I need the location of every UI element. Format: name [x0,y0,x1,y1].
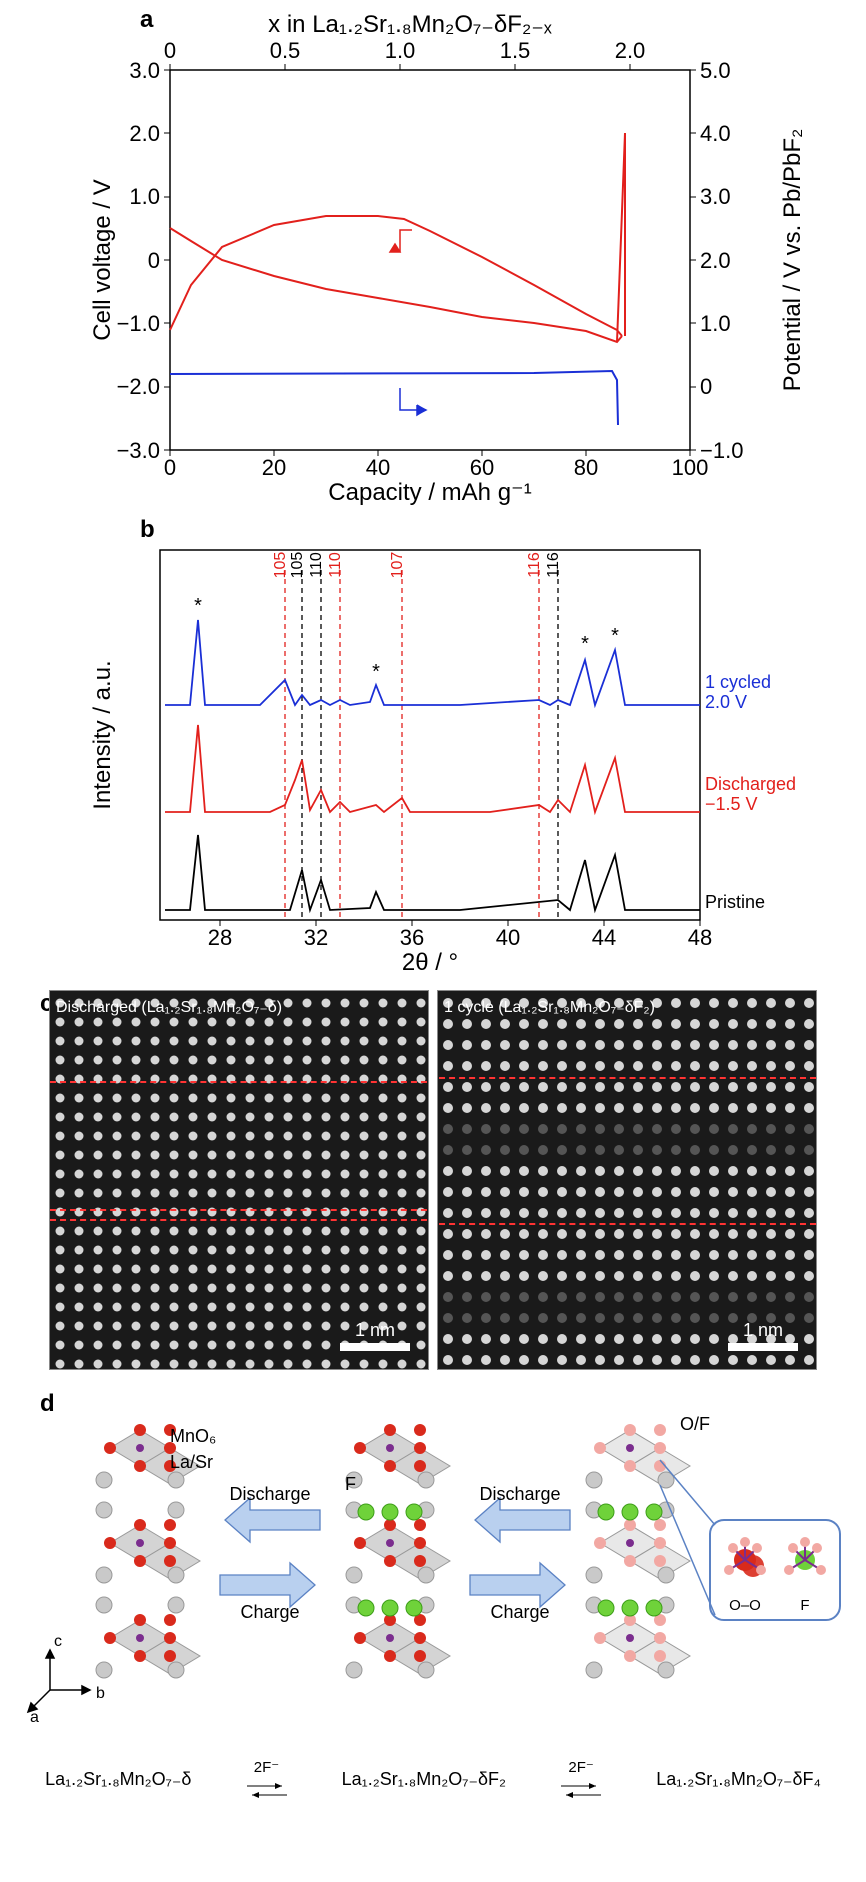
blue-curve [170,371,618,425]
svg-text:2.0: 2.0 [700,248,731,273]
trace-discharged [165,725,700,812]
svg-text:−2.0: −2.0 [117,374,160,399]
svg-text:40: 40 [496,925,520,950]
svg-text:1.0: 1.0 [700,311,731,336]
svg-text:−1.0: −1.0 [117,311,160,336]
svg-text:2.0: 2.0 [615,38,646,63]
b-y-label: Intensity / a.u. [89,660,116,809]
svg-text:0: 0 [164,455,176,480]
svg-text:Pristine: Pristine [705,892,765,912]
svg-text:100: 100 [672,455,709,480]
svg-text:F: F [345,1474,356,1494]
svg-text:48: 48 [688,925,712,950]
red-charge-curve [170,216,622,336]
svg-text:105: 105 [272,552,289,579]
svg-text:c: c [54,1633,62,1650]
svg-text:116: 116 [545,552,562,578]
svg-text:*: * [372,661,380,683]
svg-text:5.0: 5.0 [700,58,731,83]
svg-text:Discharge: Discharge [479,1484,560,1504]
svg-text:0: 0 [148,248,160,273]
panel-a-label: a [140,6,153,34]
panel-d-label: d [40,1390,55,1418]
svg-text:O–O: O–O [729,1597,761,1614]
svg-text:40: 40 [366,455,390,480]
scale-right: 1 nm [728,1320,798,1351]
panel-b: b 28 32 36 40 44 48 [20,520,846,980]
svg-text:−1.5 V: −1.5 V [705,794,758,814]
tem-cycled: 1 cycle (La₁.₂Sr₁.₈Mn₂O₇₋δF₂) 1 nm [437,990,817,1370]
svg-text:O/F: O/F [680,1414,710,1434]
svg-text:F: F [800,1597,809,1614]
chart-a: 3.0 2.0 1.0 0 −1.0 −2.0 −3.0 5.0 4.0 [80,10,840,510]
svg-text:110: 110 [308,552,325,578]
b-x-label: 2θ / ° [402,949,458,976]
svg-text:80: 80 [574,455,598,480]
rxn-right: La₁.₂Sr₁.₈Mn₂O₇₋δF₄ [656,1769,821,1790]
tem-discharged: Discharged (La₁.₂Sr₁.₈Mn₂O₇₋δ) 1 nm [49,990,429,1370]
svg-text:36: 36 [400,925,424,950]
svg-text:*: * [611,625,619,647]
schematic-d: a b c Discharge Charge Discharge Charge … [20,1390,846,1750]
svg-text:La/Sr: La/Sr [170,1452,213,1472]
svg-text:Charge: Charge [490,1602,549,1622]
svg-text:110: 110 [327,552,344,578]
svg-text:0: 0 [164,38,176,63]
svg-text:0: 0 [700,374,712,399]
svg-text:1 cycled: 1 cycled [705,672,771,692]
a-right-label: Potential / V vs. Pb/PbF₂ [779,129,806,392]
rxn-arrows-2: 2F⁻ [556,1756,606,1803]
svg-text:Charge: Charge [240,1602,299,1622]
panel-c: c Discharged (La₁.₂Sr₁.₈Mn₂O₇₋δ) 1 nm 1 … [20,990,846,1370]
tem-dots-right [438,991,817,1370]
svg-text:32: 32 [304,925,328,950]
svg-text:Discharge: Discharge [229,1484,310,1504]
svg-text:b: b [96,1685,105,1702]
trace-cycled [165,620,700,705]
svg-text:2.0 V: 2.0 V [705,692,747,712]
svg-text:*: * [194,595,202,617]
svg-text:60: 60 [470,455,494,480]
rxn-arrows-1: 2F⁻ [242,1756,292,1803]
panel-a: a 3.0 2.0 1.0 0 −1.0 −2.0 −3.0 [20,10,846,510]
chart-b: 28 32 36 40 44 48 [80,520,840,980]
svg-text:2.0: 2.0 [129,121,160,146]
scale-left: 1 nm [340,1320,410,1351]
svg-text:28: 28 [208,925,232,950]
svg-text:44: 44 [592,925,616,950]
a-bottom-label: Capacity / mAh g⁻¹ [328,479,531,506]
a-top-label: x in La₁.₂Sr₁.₈Mn₂O₇₋δF₂₋ₓ [268,11,552,38]
svg-text:3.0: 3.0 [700,184,731,209]
svg-text:MnO₆: MnO₆ [170,1426,216,1446]
svg-text:107: 107 [389,552,406,579]
svg-text:−3.0: −3.0 [117,438,160,463]
panel-b-label: b [140,516,155,544]
tem-right-caption: 1 cycle (La₁.₂Sr₁.₈Mn₂O₇₋δF₂) [444,997,655,1017]
svg-text:0.5: 0.5 [270,38,301,63]
rxn-left: La₁.₂Sr₁.₈Mn₂O₇₋δ [45,1769,191,1790]
svg-text:20: 20 [262,455,286,480]
tem-dots-left [50,991,429,1370]
svg-text:1.0: 1.0 [385,38,416,63]
trace-pristine [165,835,700,910]
panel-d: d a b c Discharge Charge Discharge Charg… [20,1390,846,1803]
a-left-label: Cell voltage / V [89,179,116,340]
reaction-row: La₁.₂Sr₁.₈Mn₂O₇₋δ 2F⁻ La₁.₂Sr₁.₈Mn₂O₇₋δF… [20,1756,846,1803]
svg-text:a: a [30,1709,39,1726]
svg-text:4.0: 4.0 [700,121,731,146]
svg-text:3.0: 3.0 [129,58,160,83]
svg-text:1.5: 1.5 [500,38,531,63]
red-spike [617,133,625,342]
svg-text:116: 116 [526,552,543,578]
svg-text:*: * [581,633,589,655]
svg-text:105: 105 [289,552,306,579]
rxn-mid: La₁.₂Sr₁.₈Mn₂O₇₋δF₂ [342,1769,506,1790]
svg-text:Discharged: Discharged [705,774,796,794]
tem-left-caption: Discharged (La₁.₂Sr₁.₈Mn₂O₇₋δ) [56,997,282,1017]
svg-text:1.0: 1.0 [129,184,160,209]
